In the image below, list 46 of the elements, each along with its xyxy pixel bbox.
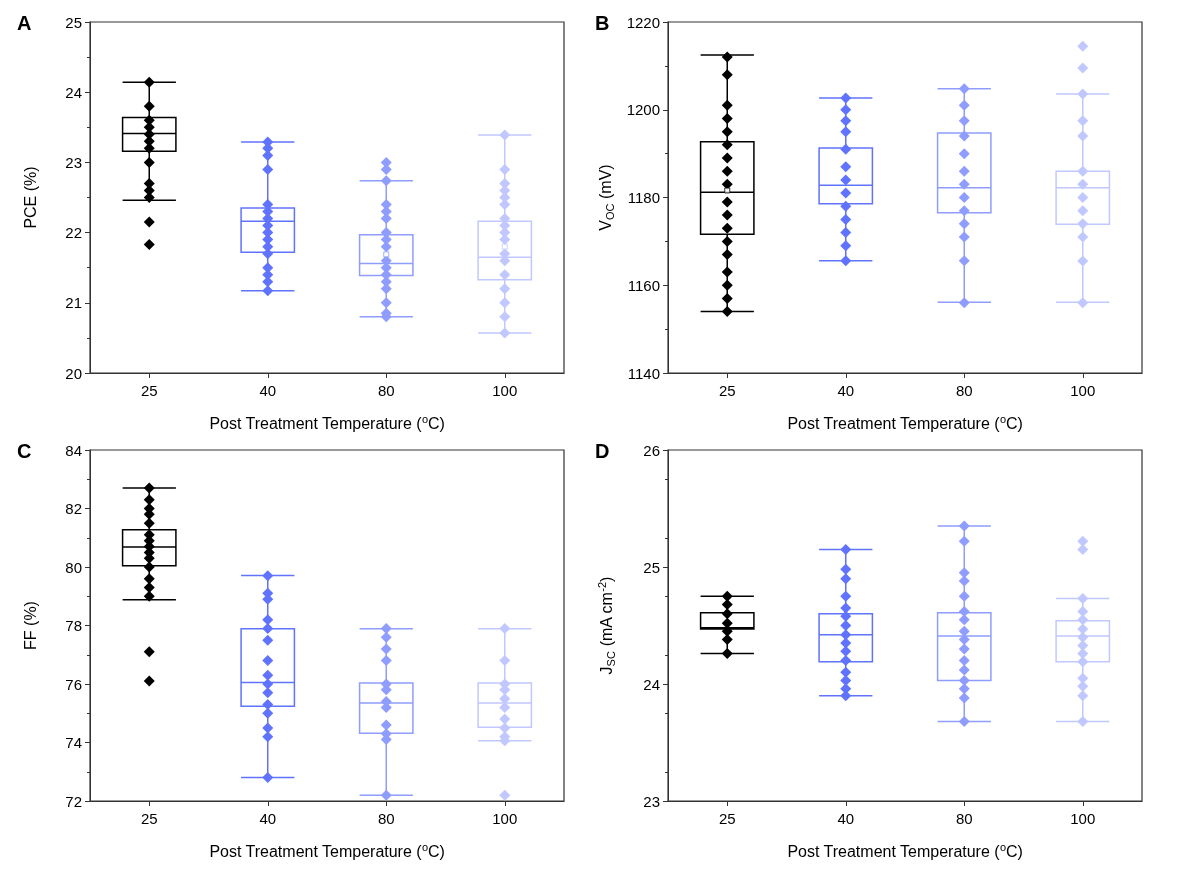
- x-tick-label: 40: [259, 810, 277, 827]
- y-tick-label: 84: [65, 441, 82, 459]
- y-tick-label: 20: [65, 364, 82, 382]
- y-tick-label: 76: [65, 675, 82, 693]
- y-tick-label: 25: [65, 13, 82, 31]
- x-tick-label: 80: [955, 382, 973, 399]
- x-tick-label: 25: [140, 382, 158, 399]
- x-tick-label: 40: [837, 810, 855, 827]
- y-tick-label: 23: [643, 792, 660, 810]
- x-tick-label: 40: [259, 382, 277, 399]
- y-tick-label: 78: [65, 617, 82, 634]
- x-tick-label: 80: [377, 810, 395, 827]
- y-tick-label: 82: [65, 500, 82, 517]
- chart-title: D: [595, 440, 610, 462]
- x-tick-label: 80: [377, 382, 395, 399]
- y-tick-label: 26: [643, 441, 660, 459]
- x-tick-label: 100: [492, 810, 518, 827]
- y-tick-label: 80: [65, 558, 82, 576]
- x-tick-label: 100: [492, 382, 518, 399]
- chart-title: C: [17, 440, 32, 462]
- x-tick-label: 100: [1070, 810, 1096, 827]
- y-tick-label: 23: [65, 153, 82, 171]
- y-tick-label: 1180: [627, 189, 660, 206]
- x-tick-label: 25: [718, 810, 736, 827]
- y-tick-label: 21: [65, 294, 82, 312]
- y-tick-label: 74: [65, 734, 82, 751]
- x-tick-label: 25: [140, 810, 158, 827]
- y-tick-label: 24: [65, 83, 82, 101]
- y-tick-label: 24: [643, 675, 660, 693]
- y-tick-label: 72: [65, 792, 82, 810]
- x-tick-label: 100: [1070, 382, 1096, 399]
- y-tick-label: 1200: [626, 101, 660, 119]
- y-axis-title: JSC (mA cm-2): [595, 576, 617, 675]
- y-axis-title: VOC (mV): [597, 164, 617, 231]
- chart-title: A: [17, 12, 32, 34]
- y-tick-label: 1160: [627, 276, 660, 294]
- y-tick-label: 1220: [626, 13, 660, 31]
- y-axis-title: PCE (%): [21, 166, 39, 229]
- x-tick-label: 40: [837, 382, 855, 399]
- y-tick-label: 25: [643, 558, 660, 576]
- x-tick-label: 80: [955, 810, 973, 827]
- x-tick-label: 25: [718, 382, 736, 399]
- y-tick-label: 22: [65, 224, 82, 242]
- y-axis-title: FF (%): [21, 601, 39, 650]
- y-tick-label: 1140: [627, 364, 660, 382]
- chart-title: B: [595, 12, 610, 34]
